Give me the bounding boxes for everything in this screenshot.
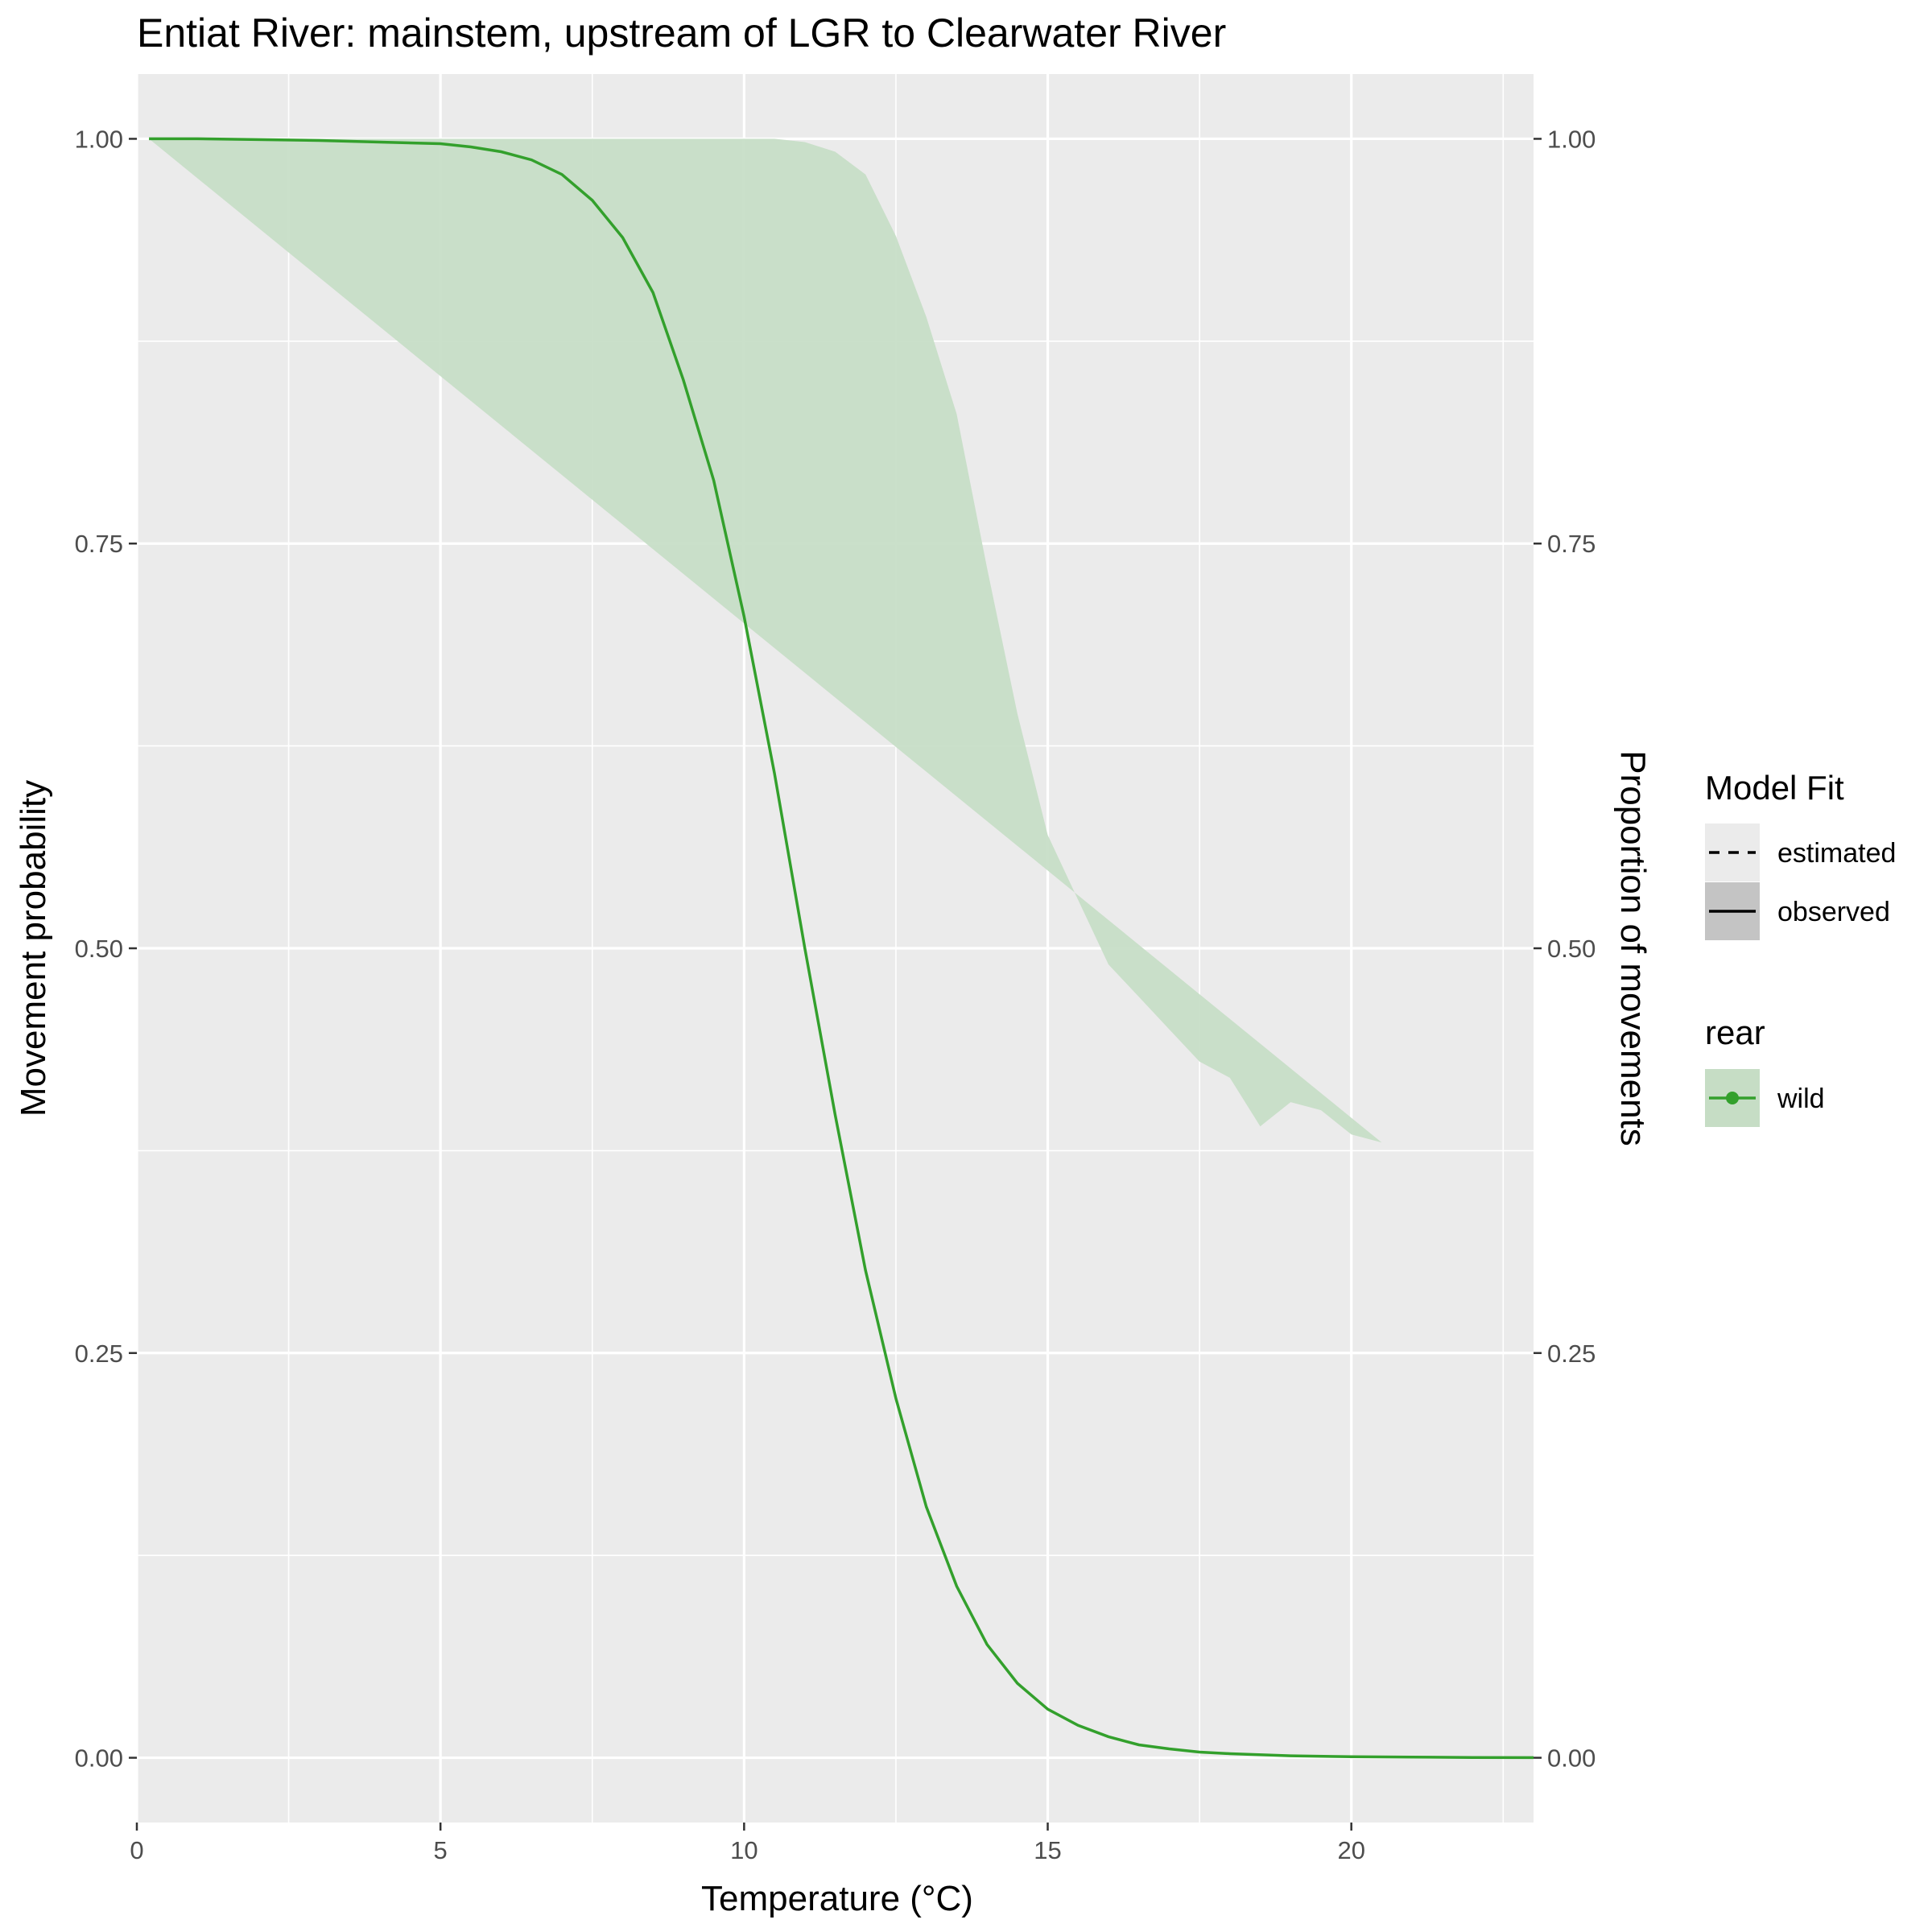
legend-title-rear: rear (1705, 1013, 1765, 1051)
y-tick-label-right: 0.50 (1547, 935, 1596, 963)
y-tick-label-left: 0.50 (75, 935, 123, 963)
y-axis-left: 0.00 0.25 0.50 0.75 1.00 (75, 125, 137, 1773)
y-tick-label-right: 0.75 (1547, 530, 1596, 558)
legend-label-observed: observed (1777, 897, 1890, 927)
chart-title: Entiat River: mainstem, upstream of LGR … (137, 10, 1226, 56)
legend-label-estimated: estimated (1777, 838, 1896, 869)
x-tick-label: 0 (130, 1836, 143, 1864)
y-tick-label-right: 0.00 (1547, 1744, 1596, 1773)
y-tick-label-right: 1.00 (1547, 125, 1596, 153)
legend-wild-point-icon (1726, 1092, 1739, 1104)
confidence-ribbon-wild (149, 138, 1382, 1143)
legend-title-model-fit: Model Fit (1705, 769, 1844, 807)
y2-axis-label: Proportion of movements (1613, 750, 1653, 1146)
series-line-wild (149, 137, 1534, 1760)
x-tick-label: 15 (1034, 1836, 1061, 1864)
y-tick-label-right: 0.25 (1547, 1340, 1596, 1368)
y-tick-label-left: 0.75 (75, 530, 123, 558)
x-axis-label: Temperature (°C) (701, 1879, 973, 1918)
legend-label-wild: wild (1777, 1084, 1825, 1114)
y-axis-right: 0.00 0.25 0.50 0.75 1.00 (1534, 125, 1596, 1773)
x-tick-label: 5 (434, 1836, 448, 1864)
x-tick-label: 20 (1337, 1836, 1364, 1864)
y-axis-label: Movement probability (14, 780, 53, 1117)
x-axis: 0 5 10 15 20 (130, 1823, 1365, 1864)
legend: Model Fit estimated observed rear wild (1705, 769, 1896, 1127)
y-tick-label-left: 1.00 (75, 125, 123, 153)
x-tick-label: 10 (730, 1836, 758, 1864)
y-tick-label-left: 0.25 (75, 1340, 123, 1368)
y-tick-label-left: 0.00 (75, 1744, 123, 1773)
